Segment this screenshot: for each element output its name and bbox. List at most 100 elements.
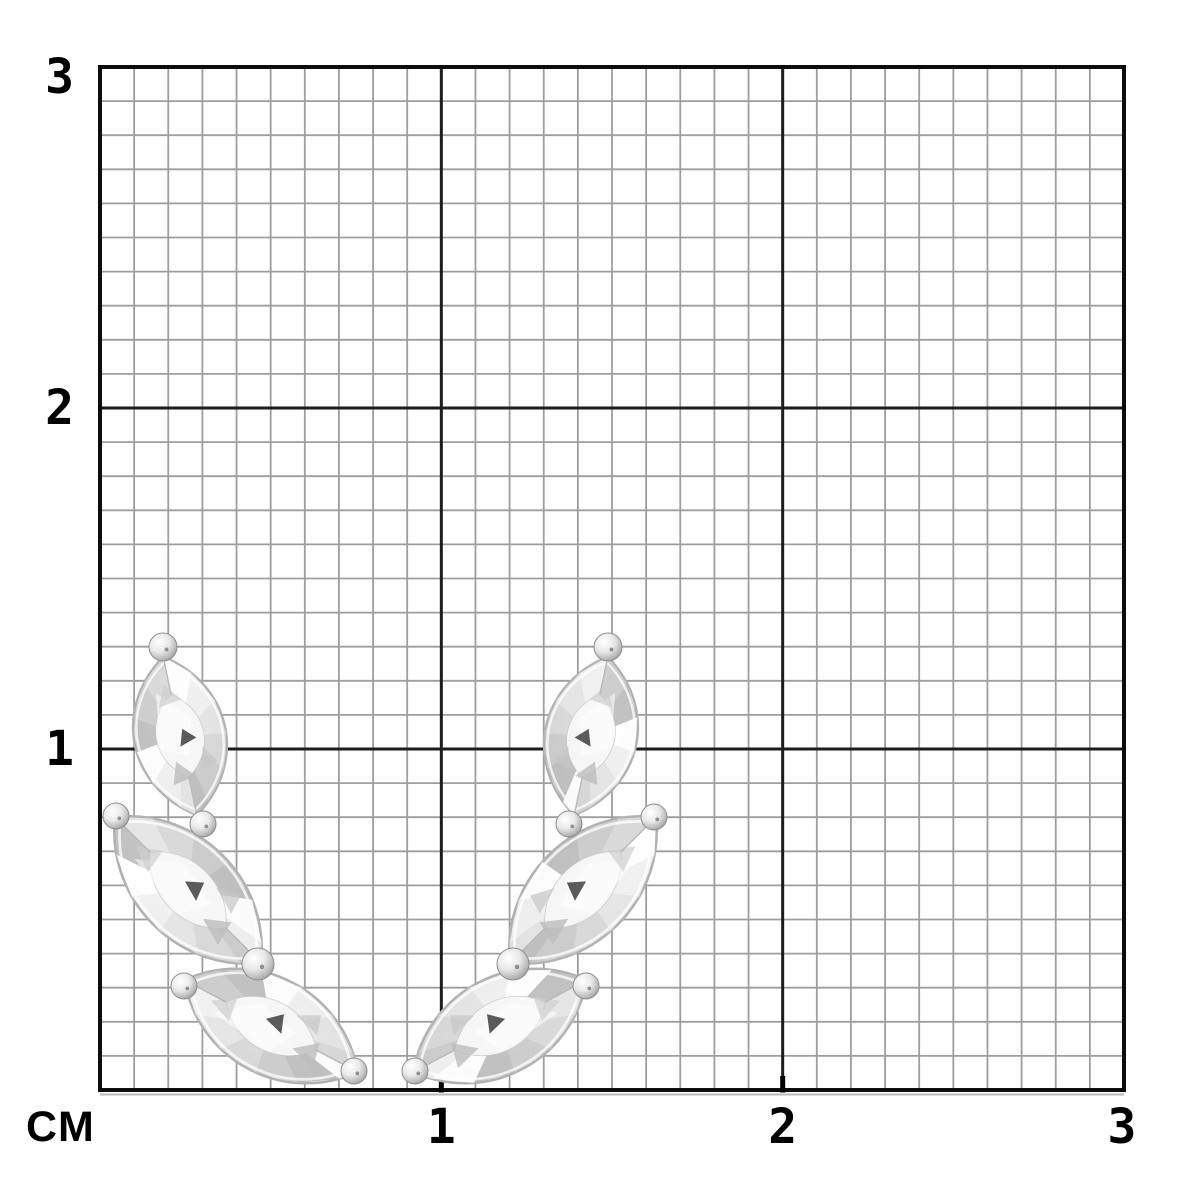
stone-facet [220,1037,264,1073]
stone-facet [530,887,555,914]
prong-ball-sphere [241,947,275,981]
stone-facet [487,1014,506,1034]
marquise-stone [542,655,640,817]
marquise-stone [508,815,658,965]
stone-facet [158,684,182,708]
stone-facet [473,1050,516,1083]
prong-ball [401,1057,429,1085]
axis-label-bottom-3: 3 [1108,1099,1137,1155]
stone-facet [200,746,218,770]
prong-ball-fleck [185,986,190,991]
stone-facet [255,1050,298,1083]
stone-facet [265,1014,284,1034]
axis-label-bottom-2: 2 [768,1099,797,1155]
stone-facet [556,672,586,718]
prong-ball [496,947,530,981]
right-earring [401,632,668,1085]
prong-ball-sphere [555,810,583,838]
prong-ball-sphere [572,972,600,1000]
prong-ball-sphere [189,810,217,838]
stone-facet [542,833,580,876]
stone-facet [589,760,618,808]
stone-facet [575,761,598,786]
stone-facet [184,969,245,1003]
stone-facet [613,717,638,753]
stone-facet [533,997,560,1022]
prong-ball-fleck [204,824,209,829]
stone-facet [135,846,163,872]
stone-facet [566,881,587,901]
marquise-stone [131,655,229,817]
stone-tip-line [162,656,172,695]
stone-facet [589,684,613,708]
stone-facet [579,656,608,704]
prong-ball-sphere [496,947,530,981]
stone-facet [133,717,158,753]
stone-facet [152,818,195,861]
stone-facet [562,770,583,816]
axis-label-left-2: 2 [45,380,74,436]
stone-facet [438,987,485,1021]
stone-facet [115,817,170,853]
prong-ball [572,972,600,1000]
stone-facet [574,728,591,747]
labels-layer: CM 3 2 1 1 2 3 [26,49,1136,1155]
prong-ball-sphere [593,632,623,662]
prong-ball [555,810,583,838]
stone-facet [116,854,159,897]
stone-tip-line [599,656,609,695]
stone-facet [185,672,215,718]
stone-facet [526,969,587,1003]
stone-tip-line [573,777,583,816]
prong-ball [170,972,198,1000]
stone-facet [180,728,197,747]
stone-facet [284,1053,340,1083]
stone-facet [286,987,333,1021]
prong-ball [340,1057,368,1085]
stone-facet [539,918,569,945]
stone-facet [474,1003,558,1052]
axis-label-left-3: 3 [45,49,74,105]
stone-facet [211,997,238,1022]
stone-facet [597,893,640,931]
prong-ball-fleck [587,986,592,991]
prong-ball [640,803,668,831]
prong-ball-fleck [609,647,614,652]
prong-ball-sphere [640,803,668,831]
stone-facet [573,911,612,955]
stone-tip-line [188,777,198,816]
prong-ball [148,632,178,662]
stone-facet [608,846,636,872]
stone-facet [131,893,174,931]
stone-facet [133,682,162,727]
unit-label-cm: CM [26,1103,95,1151]
stone-facet [173,761,196,786]
stone-facet [469,971,510,1006]
stone-facet [559,858,637,914]
prong-ball-fleck [164,647,169,652]
left-earring [102,632,368,1085]
stone-facet [604,744,635,784]
stone-facet [609,682,638,727]
stone-facet [296,1015,322,1036]
stone-facet [213,1003,297,1052]
stone-facet [451,1043,479,1069]
stone-facet [576,818,619,861]
stone-facet [292,1043,320,1069]
stone-facet [431,1053,487,1083]
stone-facet [188,770,209,816]
prong-ball-sphere [102,802,130,830]
stone-facet [449,1015,475,1036]
prong-ball [241,947,275,981]
stone-facet [134,858,212,914]
axis-label-bottom-1: 1 [427,1099,456,1155]
prong-ball-fleck [655,817,660,822]
stone-facet [202,733,227,769]
prong-ball-sphere [401,1057,429,1085]
axis-label-left-1: 1 [45,721,74,777]
stone-facet [601,817,656,853]
stone-facet [184,881,205,901]
prong-ball-fleck [117,816,122,821]
earrings-layer [102,632,668,1085]
